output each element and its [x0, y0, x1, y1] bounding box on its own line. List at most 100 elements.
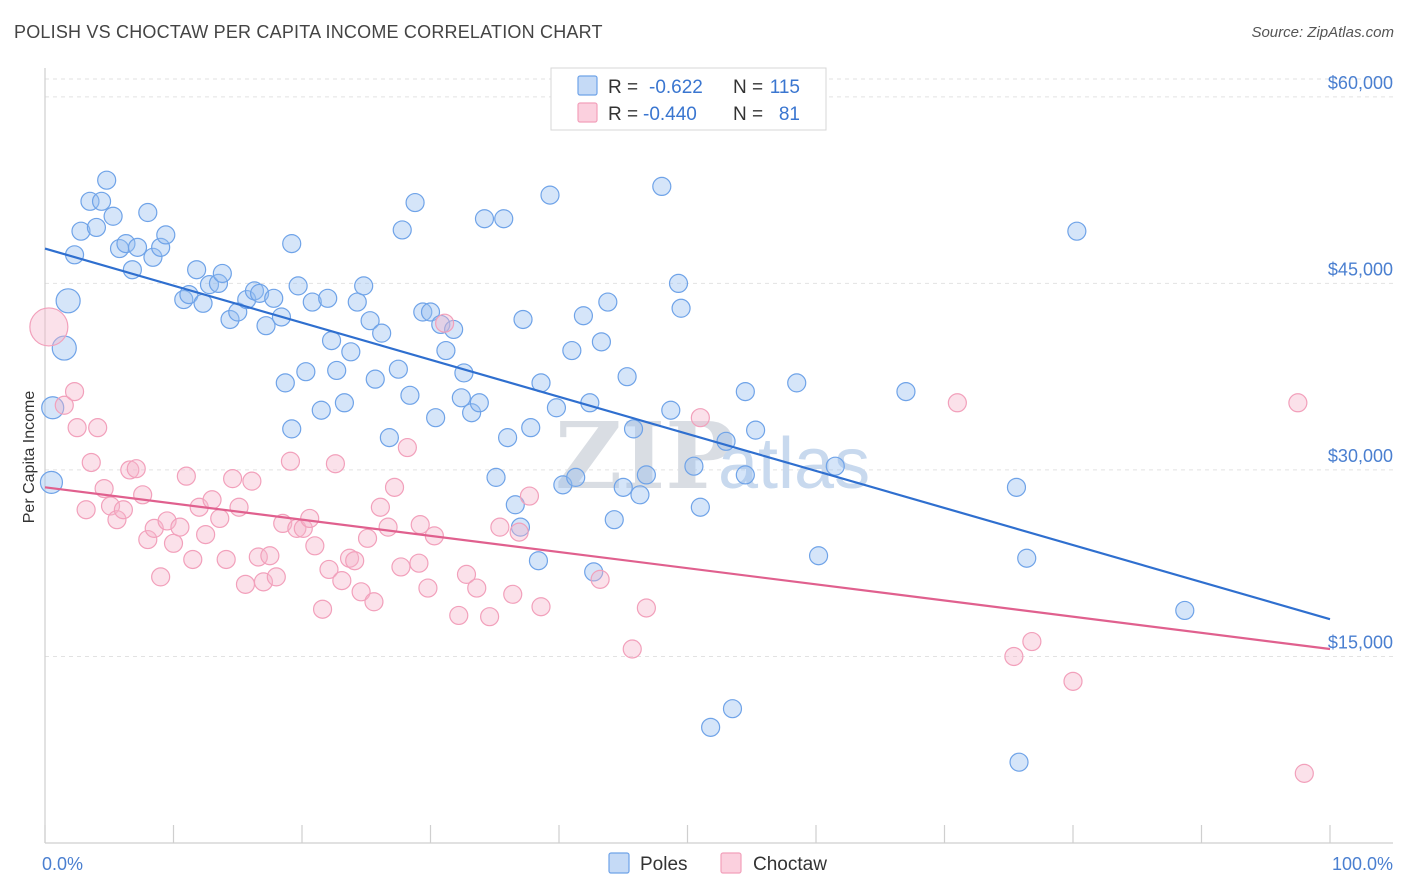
choctaw-point [467, 578, 487, 598]
bottom-legend-swatch-choctaw [720, 852, 742, 874]
choctaw-point [120, 460, 140, 480]
choctaw-point [509, 522, 529, 542]
poles-point [97, 170, 117, 190]
poles-point [55, 288, 81, 314]
poles-point [302, 292, 322, 312]
poles-point [540, 185, 560, 205]
poles-point [562, 340, 582, 361]
poles-point [41, 396, 65, 420]
legend-n-value-choctaw: 81 [779, 104, 800, 125]
choctaw-point [357, 528, 378, 548]
choctaw-point [300, 508, 320, 529]
poles-point [528, 551, 549, 571]
choctaw-point [64, 381, 85, 402]
choctaw-point [947, 393, 967, 413]
poles-point [282, 234, 302, 254]
poles-point [249, 283, 270, 303]
choctaw-point [409, 553, 429, 573]
poles-point [494, 209, 514, 229]
poles-point [51, 335, 77, 361]
poles-point [327, 360, 347, 381]
choctaw-point [54, 395, 74, 415]
poles-point [462, 403, 482, 423]
poles-point [103, 206, 123, 226]
choctaw-point [449, 605, 469, 626]
poles-point [1017, 548, 1037, 568]
choctaw-point [378, 517, 398, 537]
choctaw-point [312, 599, 333, 619]
poles-point [630, 485, 650, 505]
y-tick-label: $45,000 [1328, 259, 1393, 279]
poles-point [451, 388, 471, 408]
bottom-legend: Poles Choctaw [608, 852, 827, 875]
choctaw-point [319, 559, 339, 580]
choctaw-point [151, 567, 171, 587]
chart-source: Source: ZipAtlas.com [1251, 24, 1394, 41]
poles-point [1006, 477, 1027, 497]
poles-point [584, 562, 604, 582]
choctaw-point [503, 584, 523, 604]
poles-point [521, 418, 541, 438]
legend-box: R = -0.622 N = 115 R = -0.440 N = 81 [550, 67, 827, 131]
poles-point [566, 467, 586, 487]
poles-point [392, 220, 412, 240]
poles-point [179, 284, 199, 305]
poles-point [746, 420, 766, 440]
poles-point [426, 408, 446, 428]
poles-point [347, 292, 367, 312]
poles-point [617, 367, 637, 387]
choctaw-point [170, 517, 190, 537]
poles-point [808, 546, 829, 566]
legend-swatch-poles [577, 75, 598, 96]
choctaw-point [242, 471, 262, 491]
poles-point [80, 191, 100, 211]
choctaw-point [163, 533, 184, 553]
choctaw-point [1004, 646, 1024, 667]
poles-point [598, 292, 618, 312]
poles-point [604, 510, 624, 530]
poles-point [365, 369, 385, 389]
poles-point [341, 342, 361, 362]
poles-point [275, 373, 295, 393]
poles-point [546, 398, 567, 418]
poles-point [321, 331, 342, 351]
poles-point [311, 400, 331, 420]
poles-point [498, 428, 518, 448]
choctaw-point [260, 546, 280, 566]
poles-point [474, 209, 495, 229]
poles-point [668, 273, 689, 294]
choctaw-point [622, 639, 642, 659]
choctaw-point [480, 607, 500, 627]
choctaw-point [113, 500, 133, 520]
choctaw-point [1022, 631, 1042, 652]
poles-point [690, 497, 710, 517]
poles-point [671, 298, 691, 318]
choctaw-point [490, 517, 510, 537]
axes [44, 68, 1393, 844]
data-points [29, 170, 1314, 783]
poles-point [388, 359, 408, 379]
poles-point [138, 202, 158, 223]
choctaw-point [202, 490, 222, 510]
poles-point [505, 495, 525, 515]
poles-point [787, 373, 807, 393]
poles-point [623, 419, 644, 439]
poles-point [735, 465, 755, 485]
poles-point [420, 302, 441, 322]
poles-point [1009, 752, 1029, 772]
choctaw-point [196, 524, 216, 545]
choctaw-point [351, 582, 371, 602]
choctaw-point [266, 567, 286, 587]
choctaw-point [81, 452, 101, 473]
y-tick-labels: $15,000 $30,000 $45,000 $60,000 [1328, 73, 1393, 653]
choctaw-point [636, 598, 656, 618]
poles-point [212, 263, 232, 284]
y-axis-label: Per Capita Income [21, 391, 38, 524]
poles-trend-line [44, 247, 1331, 621]
choctaw-point [235, 574, 256, 594]
legend-r-value-poles: -0.622 [649, 77, 703, 98]
y-tick-label: $15,000 [1328, 632, 1393, 652]
poles-point [116, 234, 136, 254]
choctaw-point [305, 536, 325, 556]
